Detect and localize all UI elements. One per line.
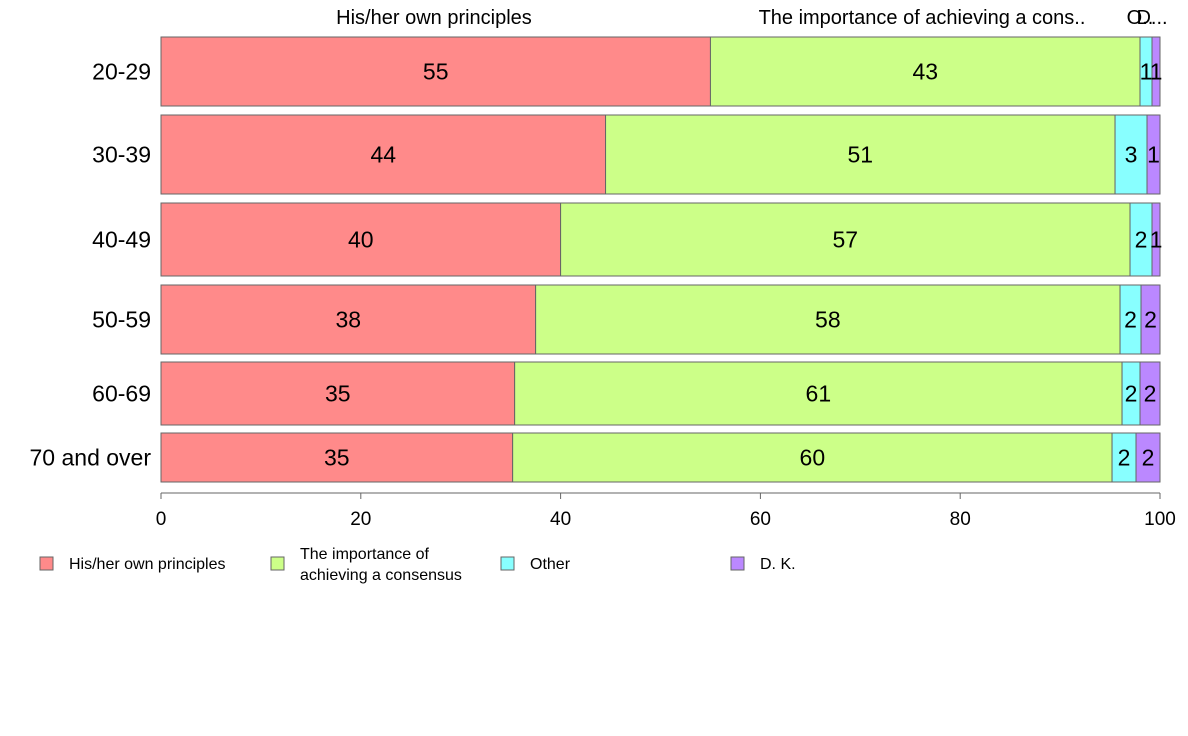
bar-segment — [605, 114, 1116, 195]
top-series-label: The importance of achieving a cons.. — [759, 7, 1086, 29]
category-label: 20-29 — [92, 59, 151, 85]
data-label: 2 — [1124, 307, 1137, 333]
legend-label: Other — [530, 556, 571, 573]
data-label: 1 — [1150, 227, 1163, 253]
data-label: 1 — [1140, 59, 1153, 85]
bar-segment — [1151, 202, 1161, 277]
legend-swatch — [270, 556, 285, 571]
bar-segment — [1114, 114, 1148, 195]
bar-segment — [160, 36, 711, 107]
top-series-label: O.. — [1127, 7, 1154, 29]
bar-segment — [1139, 361, 1161, 426]
bar-segment — [1151, 36, 1161, 107]
data-label: 1 — [1150, 59, 1163, 85]
data-label: 2 — [1142, 445, 1155, 471]
x-tick-label: 20 — [350, 509, 371, 530]
data-label: 55 — [423, 59, 449, 85]
data-label: 40 — [348, 227, 374, 253]
x-tick-label: 40 — [550, 509, 571, 530]
legend-label: D. K. — [760, 556, 796, 573]
bar-segment — [535, 284, 1121, 355]
category-label: 50-59 — [92, 307, 151, 333]
legend-swatch — [39, 556, 54, 571]
legend-label: The importance of — [300, 546, 430, 563]
bar-segment — [560, 202, 1131, 277]
data-label: 2 — [1135, 227, 1148, 253]
bar-segment — [514, 361, 1123, 426]
x-tick-label: 100 — [1144, 509, 1176, 530]
data-label: 2 — [1144, 307, 1157, 333]
category-label: 40-49 — [92, 227, 151, 253]
bar-segment — [1135, 432, 1161, 483]
category-label: 30-39 — [92, 142, 151, 168]
bar-segment — [160, 202, 562, 277]
bar-segment — [160, 114, 607, 195]
data-label: 38 — [336, 307, 362, 333]
data-label: 61 — [806, 381, 832, 407]
x-tick-label: 80 — [950, 509, 971, 530]
bar-segment — [1140, 284, 1161, 355]
data-label: 51 — [848, 142, 874, 168]
data-label: 43 — [912, 59, 938, 85]
data-label: 57 — [833, 227, 859, 253]
category-label: 70 and over — [30, 445, 152, 471]
top-series-label: His/her own principles — [336, 7, 532, 29]
data-label: 58 — [815, 307, 841, 333]
x-tick-label: 0 — [156, 509, 167, 530]
data-label: 35 — [325, 381, 351, 407]
bar-segment — [1146, 114, 1161, 195]
bar-segment — [512, 432, 1113, 483]
bar-segment — [160, 432, 514, 483]
data-label: 60 — [800, 445, 826, 471]
category-label: 60-69 — [92, 381, 151, 407]
bar-segment — [160, 361, 516, 426]
data-label: 2 — [1118, 445, 1131, 471]
legend-swatch — [500, 556, 515, 571]
bar-segment — [709, 36, 1141, 107]
data-label: 44 — [370, 142, 396, 168]
top-series-label: D... — [1136, 7, 1167, 29]
data-label: 1 — [1147, 142, 1160, 168]
data-label: 3 — [1125, 142, 1138, 168]
data-label: 35 — [324, 445, 350, 471]
legend-swatch — [730, 556, 745, 571]
legend-label: His/her own principles — [69, 556, 226, 573]
x-tick-label: 60 — [750, 509, 771, 530]
legend-label: achieving a consensus — [300, 567, 462, 584]
data-label: 2 — [1144, 381, 1157, 407]
bar-segment — [160, 284, 537, 355]
data-label: 2 — [1125, 381, 1138, 407]
